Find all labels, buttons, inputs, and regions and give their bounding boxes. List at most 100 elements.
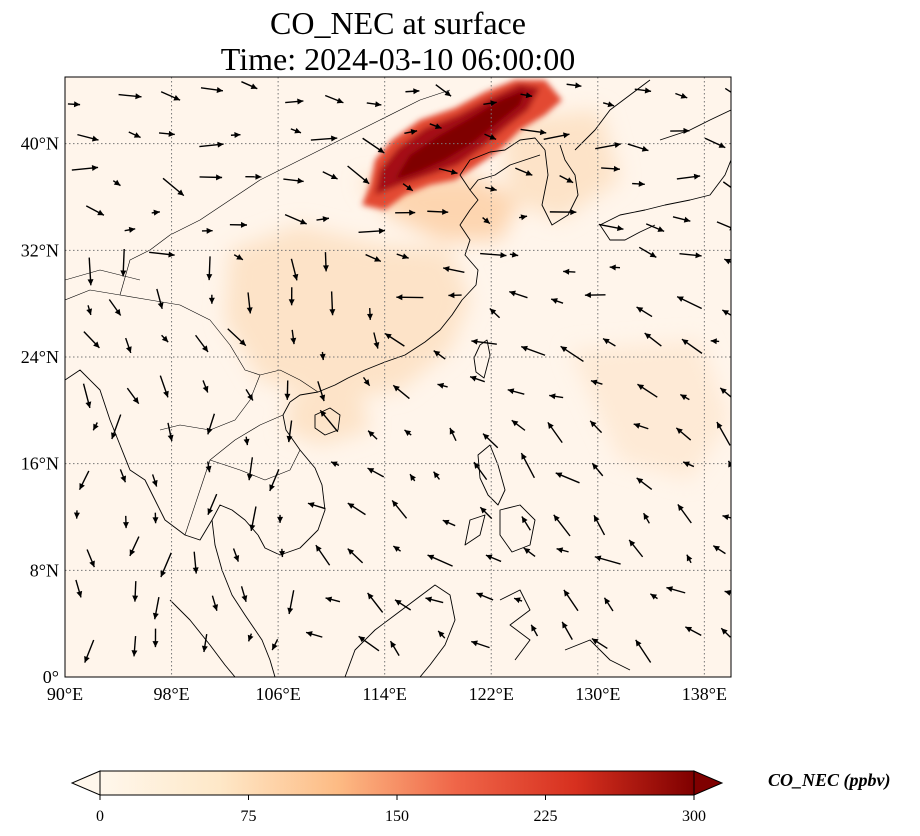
- wind-vector-head: [377, 147, 385, 153]
- wind-vector-head: [489, 134, 497, 140]
- wind-vector-head: [489, 308, 497, 315]
- wind-vector-head: [160, 570, 166, 578]
- wind-vector-head: [206, 227, 213, 234]
- wind-vector-head: [721, 628, 728, 635]
- wind-vector-head: [297, 98, 304, 105]
- wind-vector-head: [246, 473, 253, 481]
- wind-vector-head: [736, 94, 743, 100]
- wind-vector: [716, 221, 731, 229]
- colorbar-gradient: [99, 770, 695, 796]
- wind-vector-head: [73, 512, 80, 519]
- wind-vector-head: [378, 227, 385, 234]
- lon-tick-label: 122°E: [469, 684, 514, 704]
- wind-vector-head: [249, 524, 256, 531]
- wind-vector-head: [206, 273, 213, 281]
- wind-vector-head: [272, 643, 278, 651]
- wind-vector-head: [685, 626, 693, 633]
- wind-vector-head: [246, 307, 253, 314]
- wind-vector-head: [438, 630, 445, 638]
- longitude-axis: 90°E 98°E 106°E 114°E 122°E 130°E 138°E: [47, 684, 727, 704]
- wind-vector-head: [161, 335, 169, 343]
- wind-vector-head: [549, 393, 556, 400]
- wind-vector-head: [325, 596, 333, 603]
- lon-tick-label: 138°E: [682, 684, 727, 704]
- wind-vector: [722, 181, 731, 189]
- map-frame: [64, 76, 732, 678]
- wind-vector-head: [151, 479, 158, 487]
- wind-vector-head: [85, 401, 92, 408]
- wind-vector-head: [470, 375, 477, 382]
- wind-vector-head: [269, 484, 275, 491]
- wind-vector-head: [279, 550, 285, 558]
- map-subtitle-time: Time: 2024-03-10 06:00:00: [220, 41, 576, 77]
- lat-tick-label: 40°N: [21, 134, 59, 154]
- wind-vector-head: [594, 515, 600, 523]
- wind-vector-head: [287, 607, 294, 615]
- colorbar-label: CO_NEC (ppbv): [768, 770, 891, 790]
- wind-vector-head: [212, 604, 219, 611]
- wind-vector-head: [89, 560, 95, 568]
- wind-vector-head: [609, 264, 616, 271]
- wind-vector-head: [299, 218, 307, 225]
- wind-vector-head: [294, 127, 301, 134]
- wind-vector: [724, 87, 731, 93]
- wind-vector-head: [216, 87, 223, 93]
- wind-vector-head: [520, 214, 528, 221]
- wind-vector-head: [521, 453, 527, 460]
- lon-tick-label: 106°E: [256, 684, 301, 704]
- wind-vector-head: [677, 296, 684, 302]
- lon-tick-label: 114°E: [362, 684, 407, 704]
- wind-vector-head: [641, 145, 649, 152]
- wind-vector-head: [93, 341, 100, 348]
- wind-vector-head: [288, 299, 295, 306]
- wind-vector-head: [240, 221, 248, 228]
- wind-vector-head: [521, 345, 528, 352]
- wind-vector-head: [638, 180, 645, 187]
- lat-tick-label: 24°N: [21, 347, 59, 367]
- wind-vector-head: [152, 517, 159, 524]
- colorbar-tick-label: 0: [96, 808, 104, 825]
- wind-vector-head: [393, 385, 400, 392]
- wind-vector-head: [336, 97, 344, 104]
- wind-vector-head: [163, 390, 169, 398]
- wind-vector-head: [483, 217, 490, 224]
- wind-vector-head: [347, 503, 355, 509]
- wind-vector-head: [393, 546, 400, 552]
- wind-vector-head: [680, 92, 688, 99]
- wind-vector-head: [243, 438, 250, 446]
- wind-vector-head: [683, 127, 690, 134]
- wind-vector-head: [286, 435, 293, 443]
- wind-vector-head: [603, 338, 610, 345]
- wind-vector-head: [563, 268, 570, 275]
- wind-vector-head: [570, 209, 577, 216]
- wind-vector-head: [202, 345, 209, 352]
- wind-vector-head: [566, 177, 574, 183]
- wind-vector-head: [410, 474, 416, 481]
- wind-vector-head: [87, 279, 94, 286]
- wind-vector-head: [167, 434, 174, 442]
- wind-vector-head: [676, 427, 683, 435]
- wind-vector-head: [716, 421, 723, 429]
- wind-vector-head: [247, 393, 253, 401]
- wind-vector-head: [590, 379, 598, 386]
- wind-vector-head: [404, 429, 412, 436]
- wind-vector-head: [315, 545, 322, 552]
- wind-vector-head: [525, 170, 533, 176]
- wind-vector-head: [373, 342, 380, 349]
- wind-vector-head: [657, 226, 665, 232]
- wind-vector-head: [114, 308, 121, 316]
- wind-vector-head: [177, 189, 184, 196]
- wind-vector-head: [734, 188, 741, 194]
- colorbar-tick-label: 150: [385, 808, 409, 825]
- wind-vector-head: [556, 547, 564, 554]
- wind-vector-head: [539, 129, 547, 136]
- wind-vector-head: [402, 253, 409, 260]
- wind-vector-head: [367, 468, 375, 474]
- wind-vector-head: [636, 306, 644, 313]
- wind-vector-head: [111, 432, 117, 439]
- wind-vector-head: [471, 640, 478, 647]
- wind-vector-head: [120, 270, 127, 277]
- co-plume: [362, 80, 562, 210]
- wind-vector-head: [563, 589, 570, 597]
